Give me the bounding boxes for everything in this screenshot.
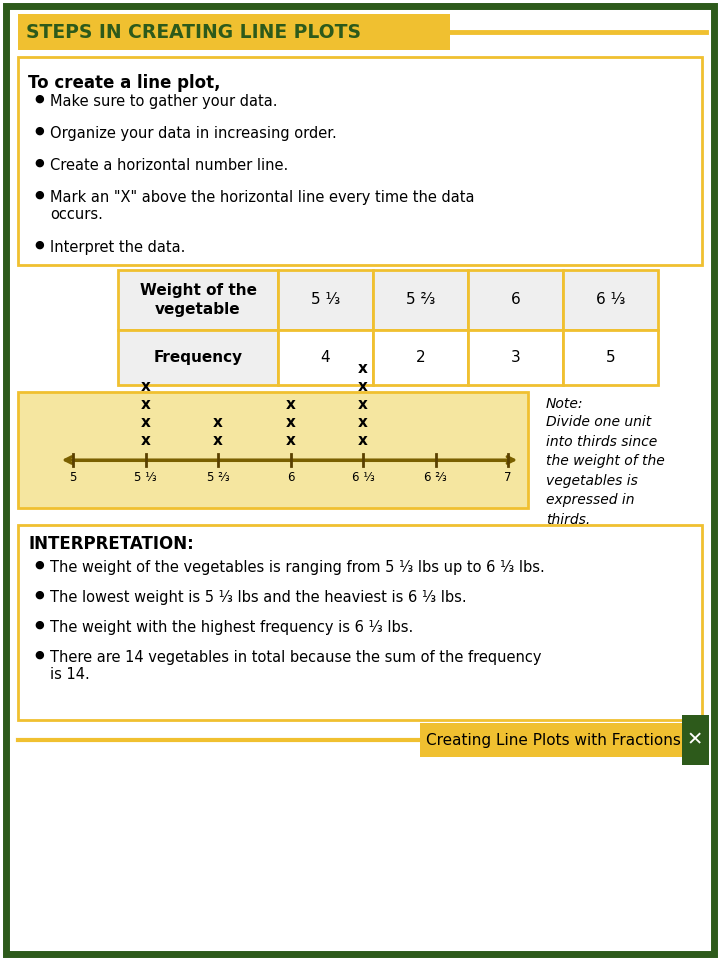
FancyBboxPatch shape [18, 392, 528, 508]
Text: 2: 2 [415, 350, 426, 365]
Text: 5 ⅔: 5 ⅔ [207, 471, 229, 484]
Text: Weight of the
vegetable: Weight of the vegetable [140, 283, 256, 317]
FancyBboxPatch shape [6, 6, 714, 954]
FancyBboxPatch shape [468, 270, 563, 330]
Text: x: x [213, 415, 223, 430]
FancyBboxPatch shape [420, 723, 685, 757]
Text: To create a line plot,: To create a line plot, [28, 74, 220, 92]
FancyBboxPatch shape [373, 270, 468, 330]
Text: Interpret the data.: Interpret the data. [50, 240, 185, 255]
FancyBboxPatch shape [18, 57, 702, 265]
Text: 6: 6 [287, 471, 294, 484]
Text: 4: 4 [320, 350, 330, 365]
Text: INTERPRETATION:: INTERPRETATION: [28, 535, 194, 553]
Text: Creating Line Plots with Fractions: Creating Line Plots with Fractions [426, 732, 680, 748]
Text: x: x [140, 415, 150, 430]
Text: 3: 3 [510, 350, 521, 365]
Text: x: x [358, 379, 368, 394]
FancyBboxPatch shape [278, 330, 373, 385]
Text: 6 ⅓: 6 ⅓ [351, 471, 374, 484]
Text: x: x [140, 433, 150, 448]
Text: ●: ● [34, 650, 44, 660]
Text: ●: ● [34, 190, 44, 200]
Text: 5 ⅔: 5 ⅔ [406, 293, 435, 307]
Text: Organize your data in increasing order.: Organize your data in increasing order. [50, 126, 337, 141]
FancyBboxPatch shape [468, 330, 563, 385]
Text: Divide one unit
into thirds since
the weight of the
vegetables is
expressed in
t: Divide one unit into thirds since the we… [546, 415, 665, 526]
Text: The lowest weight is 5 ⅓ lbs and the heaviest is 6 ⅓ lbs.: The lowest weight is 5 ⅓ lbs and the hea… [50, 590, 467, 605]
Text: There are 14 vegetables in total because the sum of the frequency
is 14.: There are 14 vegetables in total because… [50, 650, 541, 683]
FancyBboxPatch shape [563, 330, 658, 385]
Text: ●: ● [34, 126, 44, 136]
FancyBboxPatch shape [18, 525, 702, 720]
FancyBboxPatch shape [682, 715, 709, 765]
Text: Mark an "X" above the horizontal line every time the data
occurs.: Mark an "X" above the horizontal line ev… [50, 190, 474, 223]
Text: ●: ● [34, 240, 44, 250]
Text: x: x [213, 433, 223, 448]
Text: The weight with the highest frequency is 6 ⅓ lbs.: The weight with the highest frequency is… [50, 620, 413, 635]
Text: x: x [140, 379, 150, 394]
FancyBboxPatch shape [278, 270, 373, 330]
Text: ●: ● [34, 620, 44, 630]
Text: x: x [286, 433, 295, 448]
Text: 5: 5 [69, 471, 77, 484]
Text: x: x [286, 397, 295, 412]
Text: x: x [358, 361, 368, 376]
Text: Note:: Note: [546, 397, 583, 411]
Text: The weight of the vegetables is ranging from 5 ⅓ lbs up to 6 ⅓ lbs.: The weight of the vegetables is ranging … [50, 560, 545, 575]
Text: 5 ⅓: 5 ⅓ [134, 471, 157, 484]
Text: ●: ● [34, 158, 44, 168]
Text: 6 ⅔: 6 ⅔ [424, 471, 447, 484]
FancyBboxPatch shape [118, 330, 278, 385]
FancyBboxPatch shape [373, 330, 468, 385]
Text: x: x [286, 415, 295, 430]
Text: Make sure to gather your data.: Make sure to gather your data. [50, 94, 277, 109]
Text: 5 ⅓: 5 ⅓ [311, 293, 340, 307]
Text: ●: ● [34, 560, 44, 570]
Text: 6 ⅓: 6 ⅓ [596, 293, 625, 307]
Text: x: x [358, 397, 368, 412]
Text: STEPS IN CREATING LINE PLOTS: STEPS IN CREATING LINE PLOTS [26, 22, 361, 41]
FancyBboxPatch shape [118, 270, 278, 330]
Text: ✕: ✕ [687, 731, 703, 750]
Text: 7: 7 [504, 471, 512, 484]
Text: 5: 5 [606, 350, 616, 365]
Text: x: x [358, 433, 368, 448]
FancyBboxPatch shape [18, 14, 450, 50]
Text: 6: 6 [510, 293, 521, 307]
Text: ●: ● [34, 590, 44, 600]
FancyBboxPatch shape [563, 270, 658, 330]
Text: ●: ● [34, 94, 44, 104]
Text: x: x [140, 397, 150, 412]
Text: x: x [358, 415, 368, 430]
Text: Create a horizontal number line.: Create a horizontal number line. [50, 158, 288, 173]
Text: Frequency: Frequency [153, 350, 243, 365]
